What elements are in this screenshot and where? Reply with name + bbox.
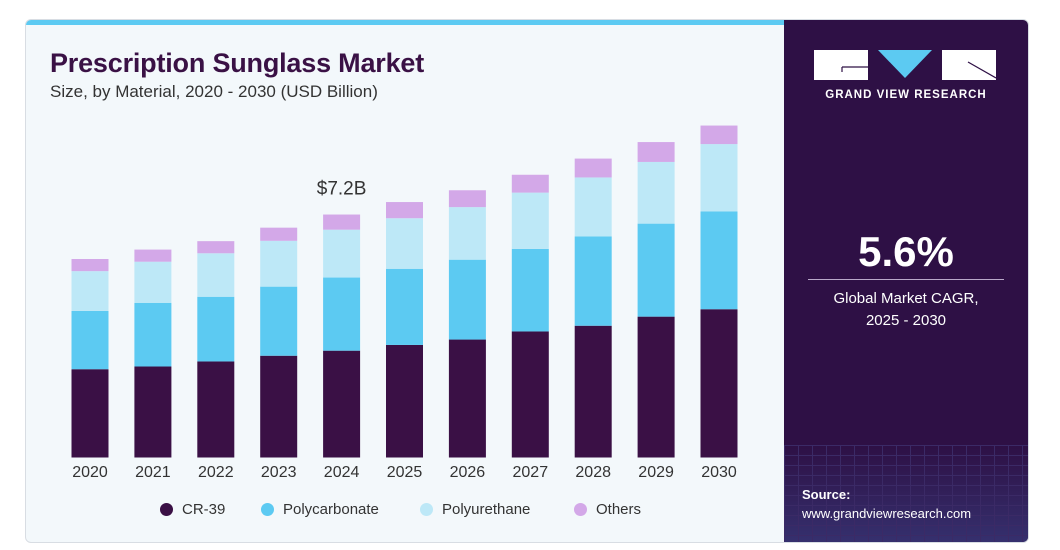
bar-segment-polyurethane-2029	[637, 161, 675, 224]
bar-segment-cr39-2025	[386, 344, 423, 458]
x-tick-label: 2026	[450, 464, 486, 481]
legend-item-others: Others	[574, 501, 641, 518]
x-tick-label: 2020	[72, 464, 108, 481]
x-tick-label: 2030	[701, 464, 737, 481]
gvr-logo	[814, 50, 996, 80]
bar-segment-polycarbonate-2024	[323, 277, 361, 351]
chart-title: Prescription Sunglass Market	[50, 48, 425, 78]
bar-segment-others-2023	[260, 227, 298, 241]
bar-segment-polyurethane-2028	[574, 177, 612, 237]
x-tick-label: 2025	[387, 464, 423, 481]
x-tick-label: 2028	[575, 464, 611, 481]
bar-segment-others-2027	[511, 174, 549, 193]
cagr-label-line2: 2025 - 2030	[865, 312, 947, 329]
info-panel: GRAND VIEW RESEARCH 5.6% Global Market C…	[784, 20, 1028, 542]
bar-segment-others-2024	[323, 214, 361, 230]
legend-label: Others	[596, 501, 642, 518]
bar-segment-polycarbonate-2021	[134, 302, 172, 367]
legend-label: Polyurethane	[442, 501, 531, 518]
source-url: www.grandviewresearch.com	[802, 506, 972, 521]
bar-segment-others-2020	[71, 259, 109, 272]
bar-segment-polycarbonate-2030	[700, 211, 738, 310]
x-tick-label: 2024	[324, 464, 360, 481]
legend-item-polycarbonate: Polycarbonate	[261, 501, 379, 518]
bar-segment-polyurethane-2030	[700, 144, 738, 212]
bar-segment-others-2022	[197, 241, 235, 254]
accent-strip	[26, 20, 784, 25]
source-label: Source:	[802, 487, 851, 502]
bar-chart: 2020 2021 2022 2023 2024 $7.2B 2025 2026 2027 202…	[71, 125, 738, 481]
bar-segment-polycarbonate-2029	[637, 223, 675, 317]
bar-segment-cr39-2020	[71, 369, 109, 458]
x-tick-label: 2023	[261, 464, 297, 481]
chart-subtitle: Size, by Material, 2020 - 2030 (USD Bill…	[50, 82, 378, 101]
bar-segment-cr39-2030	[700, 309, 738, 458]
bar-segment-cr39-2024	[323, 350, 361, 458]
bar-segment-others-2030	[700, 125, 738, 145]
legend-swatch	[160, 503, 173, 516]
bar-segment-polycarbonate-2028	[574, 236, 612, 326]
source: Source: www.grandviewresearch.com	[802, 485, 971, 523]
bar-segment-polyurethane-2025	[386, 218, 423, 269]
brand-name: GRAND VIEW RESEARCH	[825, 89, 987, 101]
cagr-label-line1: Global Market CAGR,	[833, 290, 979, 307]
bar-segment-cr39-2026	[448, 339, 486, 458]
bar-segment-polycarbonate-2025	[386, 268, 423, 345]
bar-segment-cr39-2022	[197, 361, 235, 458]
x-tick-label: 2022	[198, 464, 234, 481]
x-tick-label: 2027	[513, 464, 549, 481]
bar-segment-polyurethane-2024	[323, 229, 361, 278]
bar-segment-polyurethane-2022	[197, 253, 235, 297]
bar-segment-polycarbonate-2027	[511, 248, 549, 332]
legend-item-cr39: CR-39	[160, 501, 225, 518]
bar-segment-cr39-2023	[260, 355, 298, 458]
legend-label: CR-39	[182, 501, 226, 518]
bar-segment-polyurethane-2021	[134, 261, 172, 303]
bar-segment-polyurethane-2023	[260, 240, 298, 287]
bar-segment-polyurethane-2020	[71, 271, 109, 311]
bar-segment-cr39-2028	[574, 325, 612, 458]
legend-label: Polycarbonate	[283, 501, 379, 518]
bar-segment-polycarbonate-2020	[71, 310, 109, 370]
cagr-value: 5.6%	[858, 228, 954, 275]
bar-segment-cr39-2029	[637, 316, 675, 458]
bar-segment-polycarbonate-2023	[260, 286, 298, 356]
legend-swatch	[261, 503, 274, 516]
bar-segment-others-2029	[637, 142, 675, 162]
grid-decoration	[784, 445, 1028, 542]
bar-segment-polycarbonate-2026	[448, 259, 486, 340]
legend-swatch	[420, 503, 433, 516]
legend-item-polyurethane: Polyurethane	[420, 501, 530, 518]
bar-segment-others-2028	[574, 158, 612, 178]
divider	[808, 279, 1004, 280]
legend-swatch	[574, 503, 587, 516]
data-label: $7.2B	[317, 179, 367, 200]
bar-segment-cr39-2021	[134, 366, 172, 458]
bar-segment-others-2021	[134, 249, 172, 262]
cagr-label: Global Market CAGR, 2025 - 2030	[784, 288, 1028, 332]
bar-segment-polycarbonate-2022	[197, 296, 235, 362]
x-tick-label: 2021	[135, 464, 171, 481]
bar-segment-others-2025	[386, 202, 423, 219]
chart-card: Prescription Sunglass Market Size, by Ma…	[25, 19, 1029, 543]
bar-segment-others-2026	[448, 190, 486, 208]
bar-segment-cr39-2027	[511, 331, 549, 458]
bar-segment-polyurethane-2027	[511, 192, 549, 249]
x-tick-label: 2029	[638, 464, 674, 481]
bar-segment-polyurethane-2026	[448, 207, 486, 260]
